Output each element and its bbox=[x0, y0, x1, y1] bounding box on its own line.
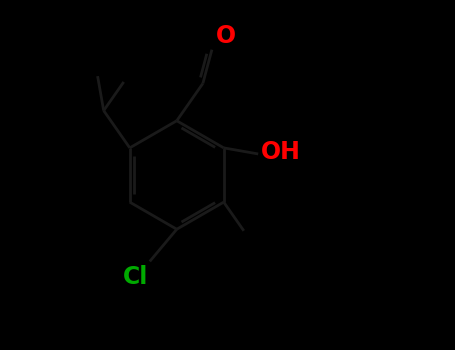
Text: O: O bbox=[215, 24, 236, 48]
Text: OH: OH bbox=[261, 140, 301, 164]
Text: Cl: Cl bbox=[123, 265, 148, 289]
